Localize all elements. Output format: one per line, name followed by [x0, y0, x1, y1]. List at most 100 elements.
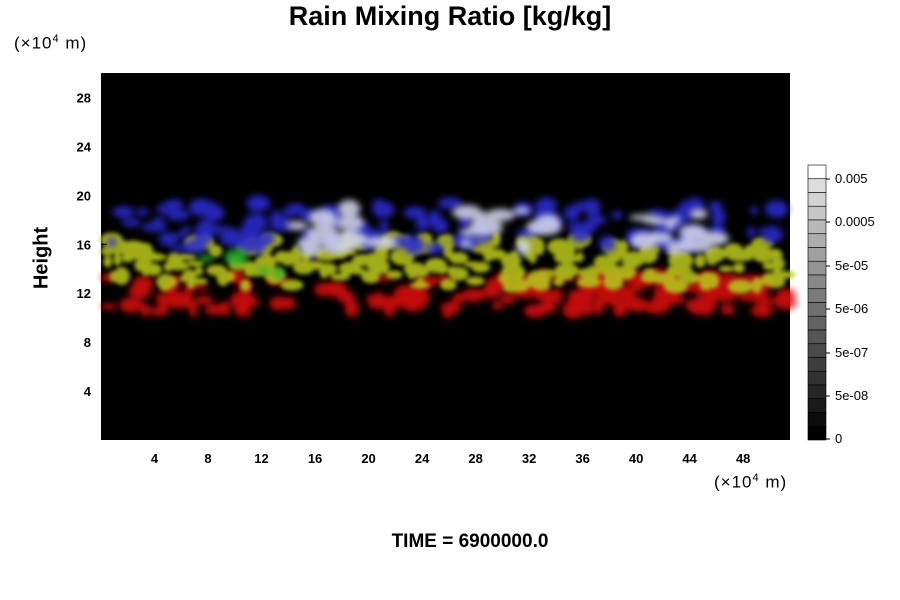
x-tick-label: 4	[151, 451, 159, 466]
rain-cell	[554, 263, 579, 278]
colorbar-cell	[807, 384, 827, 400]
colorbar-cell	[807, 205, 827, 221]
colorbar: 0.005 0.0005 5e-05 5e-06 5e-07 5e-08 0	[807, 164, 875, 446]
x-tick-label: 40	[629, 451, 643, 466]
y-axis-unit: (×104 m)	[14, 33, 88, 53]
y-tick-label: 12	[77, 286, 91, 301]
rain-cell	[766, 248, 783, 261]
rain-cell	[136, 207, 149, 217]
layer-3	[286, 199, 730, 258]
rain-cell	[491, 301, 504, 310]
rain-cell	[562, 300, 584, 319]
rain-cell	[269, 216, 292, 232]
rain-cell	[459, 239, 472, 248]
rain-cell	[619, 239, 629, 255]
layer-0	[101, 267, 798, 319]
rain-cell	[107, 237, 117, 248]
rain-cell	[774, 204, 785, 218]
rain-cell	[533, 269, 559, 278]
rain-cell	[553, 251, 568, 263]
rain-cell	[534, 238, 545, 256]
y-tick-label: 16	[77, 237, 91, 252]
rain-cell	[412, 289, 431, 305]
rain-cell	[727, 281, 752, 291]
rain-cell	[205, 304, 222, 315]
rain-cell	[547, 238, 572, 256]
rain-cell	[280, 251, 297, 266]
rain-cell	[280, 279, 304, 291]
rain-cell	[224, 249, 249, 266]
rain-cell	[448, 300, 461, 314]
rain-cell	[208, 244, 223, 258]
rain-cell	[305, 226, 338, 239]
rain-cell	[502, 281, 518, 293]
rain-cell	[371, 199, 387, 208]
rain-cell	[403, 206, 427, 219]
rain-cell	[258, 267, 269, 275]
x-tick-label: 32	[522, 451, 536, 466]
rain-cell	[194, 221, 216, 240]
rain-cell	[166, 261, 189, 271]
rain-cell	[216, 268, 230, 287]
rain-cell	[513, 207, 530, 215]
rain-cell	[192, 278, 208, 285]
rain-cell	[754, 297, 781, 305]
colorbar-cell	[807, 315, 827, 331]
rain-cell	[113, 267, 130, 285]
colorbar-cell	[807, 302, 827, 317]
rain-cell	[141, 222, 167, 232]
rain-cell	[432, 218, 449, 234]
colorbar-cell	[807, 357, 827, 372]
rain-cell	[101, 303, 117, 310]
x-tick-label: 12	[254, 451, 268, 466]
rain-cell	[175, 231, 189, 238]
rain-cell	[751, 277, 763, 294]
rain-cell	[535, 197, 558, 212]
rain-cell	[523, 304, 547, 318]
rain-cell	[540, 226, 554, 234]
rain-cell	[130, 299, 143, 307]
rain-cell	[711, 209, 727, 225]
x-tick-label: 24	[415, 451, 430, 466]
rain-cell	[685, 298, 709, 313]
rain-cell	[626, 297, 649, 312]
rain-cell	[694, 254, 706, 268]
y-tick-label: 4	[84, 384, 92, 399]
rain-cell	[466, 225, 501, 237]
rain-cell	[380, 219, 389, 237]
rain-cell	[733, 262, 745, 274]
x-tick-label: 36	[575, 451, 589, 466]
rain-cell	[678, 271, 701, 284]
rain-cell	[463, 261, 483, 268]
rain-cell	[240, 279, 251, 292]
rain-cell	[437, 197, 462, 210]
x-axis-unit: (×104 m)	[714, 472, 788, 492]
rain-cell	[640, 232, 673, 244]
rain-cell	[274, 266, 284, 281]
colorbar-cell	[807, 288, 827, 303]
colorbar-cell	[807, 233, 827, 248]
y-tick-label: 24	[77, 139, 92, 154]
colorbar-cell	[807, 343, 827, 358]
rain-cell	[283, 206, 297, 217]
rain-cell	[440, 303, 450, 311]
rain-cell	[157, 273, 174, 291]
rain-cell	[415, 278, 425, 287]
rain-cell	[532, 281, 551, 291]
rain-cell	[553, 277, 565, 287]
rain-cell	[322, 240, 354, 254]
chart-title: Rain Mixing Ratio [kg/kg]	[288, 1, 612, 31]
rain-cell	[452, 292, 470, 302]
x-tick-label: 16	[308, 451, 322, 466]
rain-cell	[181, 226, 192, 233]
colorbar-tick-label: 5e-07	[835, 345, 868, 360]
rain-cell	[338, 262, 362, 275]
rain-cell	[234, 297, 251, 309]
x-tick-label: 8	[204, 451, 211, 466]
rain-cell	[593, 215, 607, 225]
rain-cell	[564, 205, 580, 222]
rain-cell	[365, 295, 381, 303]
rain-cell	[211, 225, 227, 234]
rain-cell	[567, 222, 593, 235]
y-tick-label: 28	[77, 90, 91, 105]
